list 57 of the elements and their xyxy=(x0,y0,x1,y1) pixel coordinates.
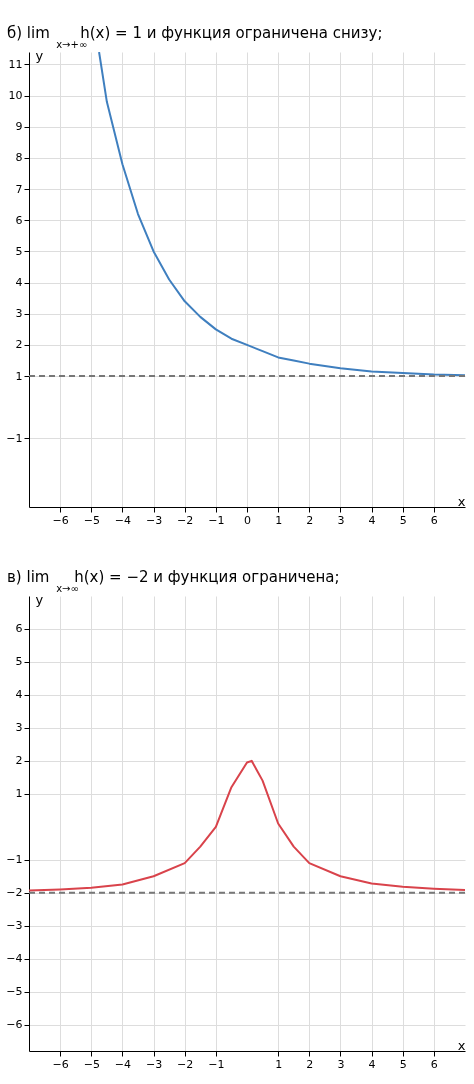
y-tick-label: 1 xyxy=(15,787,23,801)
x-tick-label: −5 xyxy=(83,513,100,527)
x-tick-label: −1 xyxy=(208,1057,225,1071)
line-series xyxy=(98,52,465,377)
x-tick-label: −4 xyxy=(114,1057,132,1071)
x-tick-label: −5 xyxy=(83,1057,100,1071)
y-axis-title: y xyxy=(35,591,44,607)
y-tick-label: 6 xyxy=(15,213,23,227)
x-tick-label: 4 xyxy=(368,513,376,527)
y-tick-label: −5 xyxy=(6,985,23,999)
y-tick-label: −1 xyxy=(6,431,23,445)
x-axis-title: x xyxy=(457,493,466,509)
line-series xyxy=(29,759,465,892)
x-tick-label: −3 xyxy=(145,1057,163,1071)
y-tick-label: −6 xyxy=(6,1018,23,1032)
y-tick-label: 10 xyxy=(8,89,23,103)
y-tick-label: 9 xyxy=(15,120,23,134)
y-tick-label: 2 xyxy=(15,338,23,352)
y-tick-label: 11 xyxy=(8,57,23,71)
y-tick-label: −3 xyxy=(6,919,23,933)
x-tick-label: 0 xyxy=(244,513,251,527)
y-tick-label: 4 xyxy=(15,688,23,702)
x-tick-label: 6 xyxy=(430,513,438,527)
y-tick-label: −4 xyxy=(6,952,23,966)
y-axis-title: y xyxy=(35,47,44,63)
x-tick-label: −2 xyxy=(177,1057,194,1071)
y-tick-label: 2 xyxy=(15,754,23,768)
x-tick-label: −3 xyxy=(145,513,163,527)
y-tick-label: 1 xyxy=(15,369,23,383)
x-tick-label: 5 xyxy=(399,1057,407,1071)
y-tick-label: 7 xyxy=(15,182,23,196)
chart-title: б) limx→+∞ h(x) = 1 и функция ограничена снизу; xyxy=(7,24,383,50)
x-tick-label: −2 xyxy=(177,513,194,527)
y-tick-label: −2 xyxy=(6,886,23,900)
y-tick-label: 8 xyxy=(15,151,23,165)
x-tick-label: −4 xyxy=(114,513,132,527)
x-tick-label: 3 xyxy=(337,1057,345,1071)
x-tick-label: 1 xyxy=(275,1057,283,1071)
x-tick-label: 2 xyxy=(306,513,314,527)
x-tick-label: −6 xyxy=(52,513,69,527)
x-tick-label: 4 xyxy=(368,1057,376,1071)
y-tick-label: 5 xyxy=(15,244,23,258)
x-axis-title: x xyxy=(457,1037,466,1053)
x-tick-label: 3 xyxy=(337,513,345,527)
chart-title: в) limx→∞ h(x) = −2 и функция ограничена; xyxy=(7,568,340,594)
y-tick-label: 4 xyxy=(15,276,23,290)
x-tick-label: 6 xyxy=(430,1057,438,1071)
x-tick-label: 1 xyxy=(275,513,283,527)
x-tick-label: 2 xyxy=(306,1057,314,1071)
y-tick-label: −1 xyxy=(6,853,23,867)
y-tick-label: 3 xyxy=(15,307,23,321)
y-tick-label: 3 xyxy=(15,721,23,735)
y-tick-label: 6 xyxy=(15,622,23,636)
x-tick-label: 5 xyxy=(399,513,407,527)
x-tick-label: −1 xyxy=(208,513,225,527)
y-tick-label: 5 xyxy=(15,655,23,669)
x-tick-label: −6 xyxy=(52,1057,69,1071)
